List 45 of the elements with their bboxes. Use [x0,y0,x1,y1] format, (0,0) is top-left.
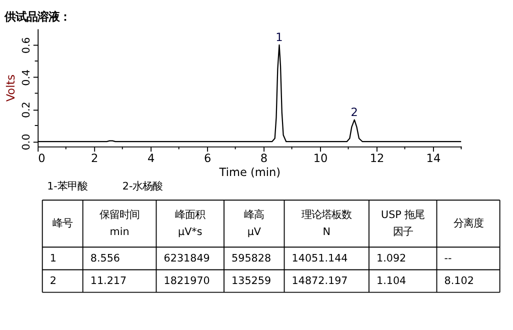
text: 14051.144 [292,252,348,264]
x-tick-label: 2 [91,152,98,165]
text: min [110,226,130,238]
x-tick-label: 4 [147,152,155,165]
x-tick-label: 0 [38,152,46,165]
x-tick-label: 10 [313,152,328,165]
y-tick-label: 0.2 [20,102,33,118]
text: 11.217 [90,274,127,287]
text: 1 [50,252,56,264]
y-tick-label: 0.6 [20,37,33,54]
annotation: 2 [350,106,358,120]
text: 因子 [392,226,413,238]
chart-title: 供试品溶液： [4,10,71,24]
text: 峰面积 [175,208,206,221]
text: 理论塔板数 [302,208,352,221]
x-tick-label: 6 [204,152,212,165]
y-tick-label: 0.4 [20,69,33,86]
text: N [322,226,330,238]
text: 2 [50,274,56,287]
text: 8.556 [90,252,120,264]
text: 1.104 [376,274,406,287]
x-tick-label: 14 [426,152,441,165]
text: 分离度 [453,217,484,230]
text: 2-水杨酸 [122,180,163,193]
text: 6231849 [164,252,210,264]
annotation: 1 [276,31,283,44]
y-tick-label: 0.0 [20,134,33,150]
text: 1821970 [164,274,210,287]
text: 峰高 [244,208,264,221]
text: 14872.197 [292,274,348,287]
text: 8.102 [444,274,474,287]
text: μV*s [178,226,202,238]
text: 保留时间 [100,208,140,221]
y-axis-title: Volts [4,74,18,102]
x-axis-title: Time (min) [218,166,281,180]
text: 峰号 [52,217,73,230]
text: USP 拖尾 [381,208,425,221]
x-tick-label: 12 [370,152,384,165]
text: -- [444,252,452,264]
text: 1.092 [376,252,406,264]
text: 1-苯甲酸 [47,180,88,193]
text: μV [247,226,261,238]
text: 135259 [232,274,272,287]
x-tick-label: 8 [260,152,268,165]
text: 595828 [232,252,272,264]
